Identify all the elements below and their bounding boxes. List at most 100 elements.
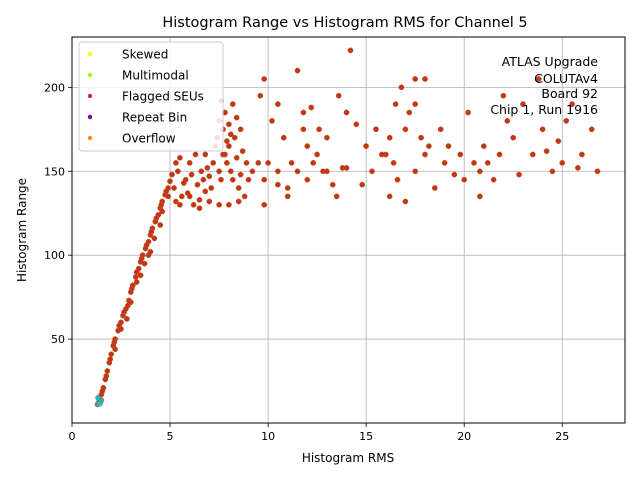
legend-label: Overflow bbox=[122, 132, 176, 146]
grid-lines bbox=[71, 37, 625, 423]
flagged-seu-point bbox=[261, 76, 268, 82]
flagged-seu-point bbox=[500, 92, 507, 99]
flagged-seu-point bbox=[304, 143, 311, 149]
flagged-seu-point bbox=[233, 154, 240, 161]
flagged-seu-point bbox=[261, 176, 268, 183]
flagged-seu-point bbox=[402, 126, 409, 133]
flagged-seu-point bbox=[496, 151, 503, 158]
flagged-seu-point bbox=[535, 76, 542, 82]
legend-label: Skewed bbox=[122, 48, 168, 62]
flagged-seu-point bbox=[343, 109, 350, 116]
flagged-seu-point bbox=[237, 171, 244, 178]
flagged-seu-point bbox=[224, 138, 230, 144]
flagged-seu-point bbox=[549, 168, 556, 175]
flagged-seu-point bbox=[141, 260, 148, 267]
flagged-seu-point bbox=[188, 171, 195, 178]
flagged-seu-point bbox=[173, 198, 179, 205]
x-axis-label: Histogram RMS bbox=[302, 451, 394, 465]
flagged-seu-point bbox=[539, 126, 546, 133]
flagged-seu-point bbox=[359, 181, 366, 188]
flagged-seu-point bbox=[257, 92, 264, 99]
flagged-seu-point bbox=[284, 193, 291, 200]
y-tick-label: 50 bbox=[51, 333, 65, 346]
flagged-seu-point bbox=[594, 168, 601, 175]
flagged-seu-point bbox=[275, 181, 281, 188]
flagged-seu-point bbox=[529, 151, 536, 158]
flagged-seu-point bbox=[284, 185, 291, 191]
flagged-seu-point bbox=[202, 151, 209, 158]
flagged-seu-point bbox=[555, 138, 562, 144]
flagged-seu-point bbox=[233, 114, 240, 121]
flagged-seu-point bbox=[477, 168, 483, 175]
flagged-seu-point bbox=[241, 193, 248, 200]
flagged-seu-point bbox=[406, 109, 413, 116]
flagged-seu-point bbox=[206, 173, 213, 180]
flagged-seu-point bbox=[353, 121, 360, 128]
flagged-seu-point bbox=[261, 201, 268, 208]
flagged-seu-point bbox=[329, 181, 336, 188]
flagged-seu-point bbox=[249, 168, 256, 175]
flagged-seu-point bbox=[347, 47, 354, 54]
flagged-seu-point bbox=[504, 118, 511, 124]
flagged-seu-point bbox=[192, 151, 199, 158]
flagged-seu-point bbox=[255, 160, 262, 166]
flagged-seu-point bbox=[265, 160, 271, 166]
y-axis-label: Histogram Range bbox=[15, 178, 29, 282]
flagged-seu-point bbox=[99, 388, 106, 394]
plot-frame bbox=[71, 36, 626, 424]
flagged-seu-point bbox=[569, 101, 575, 107]
flagged-seu-point bbox=[471, 160, 477, 166]
flagged-seu-point bbox=[422, 76, 428, 82]
flagged-seu-point bbox=[294, 67, 301, 74]
flagged-seu-point bbox=[426, 143, 432, 149]
flagged-seu-point bbox=[167, 178, 173, 185]
flagged-seu-point bbox=[288, 160, 295, 166]
flagged-seu-point bbox=[245, 176, 252, 183]
flagged-seu-point bbox=[335, 92, 342, 99]
flagged-seu-point bbox=[112, 346, 118, 353]
flagged-seu-point bbox=[588, 126, 595, 133]
flagged-seu-point bbox=[151, 235, 158, 242]
flagged-seu-point bbox=[196, 205, 203, 212]
flagged-seu-point bbox=[178, 193, 185, 200]
flagged-seu-point bbox=[165, 193, 171, 200]
flagged-seu-point bbox=[333, 193, 340, 200]
flagged-seu-point bbox=[175, 168, 181, 175]
flagged-seu-point bbox=[575, 165, 581, 171]
flagged-seu-point bbox=[169, 171, 175, 178]
flagged-seu-point bbox=[316, 126, 322, 133]
flagged-seu-point bbox=[275, 101, 281, 107]
flagged-seu-point bbox=[133, 279, 140, 285]
flagged-seu-point bbox=[206, 198, 213, 205]
flagged-seu-point bbox=[480, 143, 487, 149]
unflagged-point bbox=[96, 400, 103, 407]
flagged-seu-point bbox=[392, 101, 399, 107]
flagged-seu-point bbox=[412, 76, 419, 82]
flagged-seu-point bbox=[510, 134, 517, 141]
flagged-seu-point bbox=[159, 208, 166, 215]
annotation-line-2: COLUTAv4 bbox=[534, 71, 598, 86]
chart-title: Histogram Range vs Histogram RMS for Cha… bbox=[162, 15, 527, 31]
legend-marker bbox=[87, 93, 93, 99]
flagged-seu-point bbox=[465, 109, 471, 116]
flagged-seu-point bbox=[218, 176, 224, 183]
flagged-seu-point bbox=[118, 326, 124, 332]
flagged-seu-point bbox=[308, 104, 315, 111]
flagged-seu-point bbox=[127, 299, 134, 306]
flagged-seu-point bbox=[579, 151, 585, 158]
legend-label: Multimodal bbox=[122, 69, 189, 83]
flagged-seu-point bbox=[237, 126, 244, 133]
flagged-seu-point bbox=[451, 171, 458, 178]
flagged-seu-point bbox=[304, 176, 311, 183]
flagged-seu-point bbox=[124, 316, 130, 322]
flagged-seu-point bbox=[373, 126, 379, 133]
flagged-seu-point bbox=[157, 222, 164, 228]
legend-box bbox=[78, 41, 224, 152]
y-tick-label: 200 bbox=[44, 81, 65, 94]
flagged-seu-point bbox=[227, 131, 234, 138]
legend-marker bbox=[87, 72, 93, 78]
flagged-seu-point bbox=[180, 180, 187, 186]
flagged-seu-point bbox=[490, 176, 497, 183]
flagged-seu-point bbox=[171, 185, 177, 191]
unflagged-point bbox=[95, 394, 101, 401]
